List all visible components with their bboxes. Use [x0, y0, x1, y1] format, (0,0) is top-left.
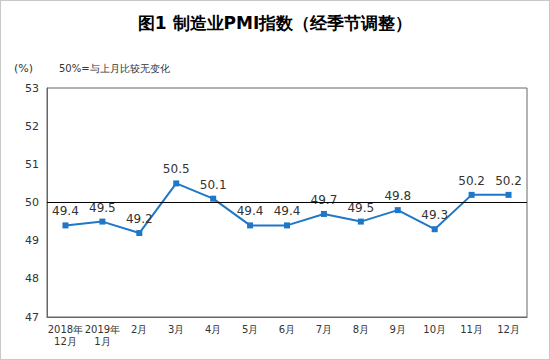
svg-text:图1 制造业PMI指数（经季节调整）: 图1 制造业PMI指数（经季节调整） [138, 13, 412, 33]
svg-text:12月: 12月 [54, 336, 77, 347]
svg-text:50.5: 50.5 [163, 162, 190, 176]
svg-text:1月: 1月 [94, 336, 110, 347]
svg-text:49.5: 49.5 [89, 200, 116, 215]
svg-text:49.4: 49.4 [274, 204, 301, 218]
svg-text:49.5: 49.5 [347, 200, 375, 215]
svg-text:50.2: 50.2 [458, 174, 485, 188]
svg-text:50.2: 50.2 [495, 174, 522, 188]
svg-text:50: 50 [25, 196, 39, 209]
svg-text:50.1: 50.1 [200, 178, 227, 192]
svg-text:4月: 4月 [205, 324, 221, 335]
svg-text:49.4: 49.4 [237, 204, 264, 218]
svg-text:8月: 8月 [353, 324, 369, 335]
svg-text:10月: 10月 [423, 324, 446, 335]
svg-text:6月: 6月 [279, 324, 295, 335]
svg-text:9月: 9月 [390, 324, 406, 335]
svg-text:49.4: 49.4 [52, 204, 79, 218]
svg-text:51: 51 [25, 158, 39, 171]
svg-text:3月: 3月 [168, 324, 184, 335]
svg-text:12月: 12月 [497, 324, 520, 335]
svg-text:2018年: 2018年 [48, 324, 83, 335]
svg-text:49.2: 49.2 [126, 212, 153, 226]
svg-text:49.3: 49.3 [421, 208, 448, 222]
svg-text:49.7: 49.7 [311, 193, 338, 207]
svg-text:48: 48 [25, 272, 39, 285]
svg-text:49: 49 [25, 234, 39, 247]
svg-text:49.8: 49.8 [384, 189, 411, 203]
svg-text:11月: 11月 [460, 324, 483, 335]
svg-text:7月: 7月 [316, 324, 332, 335]
svg-text:5月: 5月 [242, 324, 258, 335]
svg-text:(%): (%) [14, 62, 33, 75]
svg-text:2019年: 2019年 [85, 324, 120, 335]
svg-text:47: 47 [25, 311, 39, 324]
svg-text:53: 53 [25, 82, 39, 95]
svg-text:2月: 2月 [131, 324, 147, 335]
svg-text:52: 52 [25, 120, 39, 133]
svg-text:50%=与上月比较无变化: 50%=与上月比较无变化 [59, 63, 170, 74]
